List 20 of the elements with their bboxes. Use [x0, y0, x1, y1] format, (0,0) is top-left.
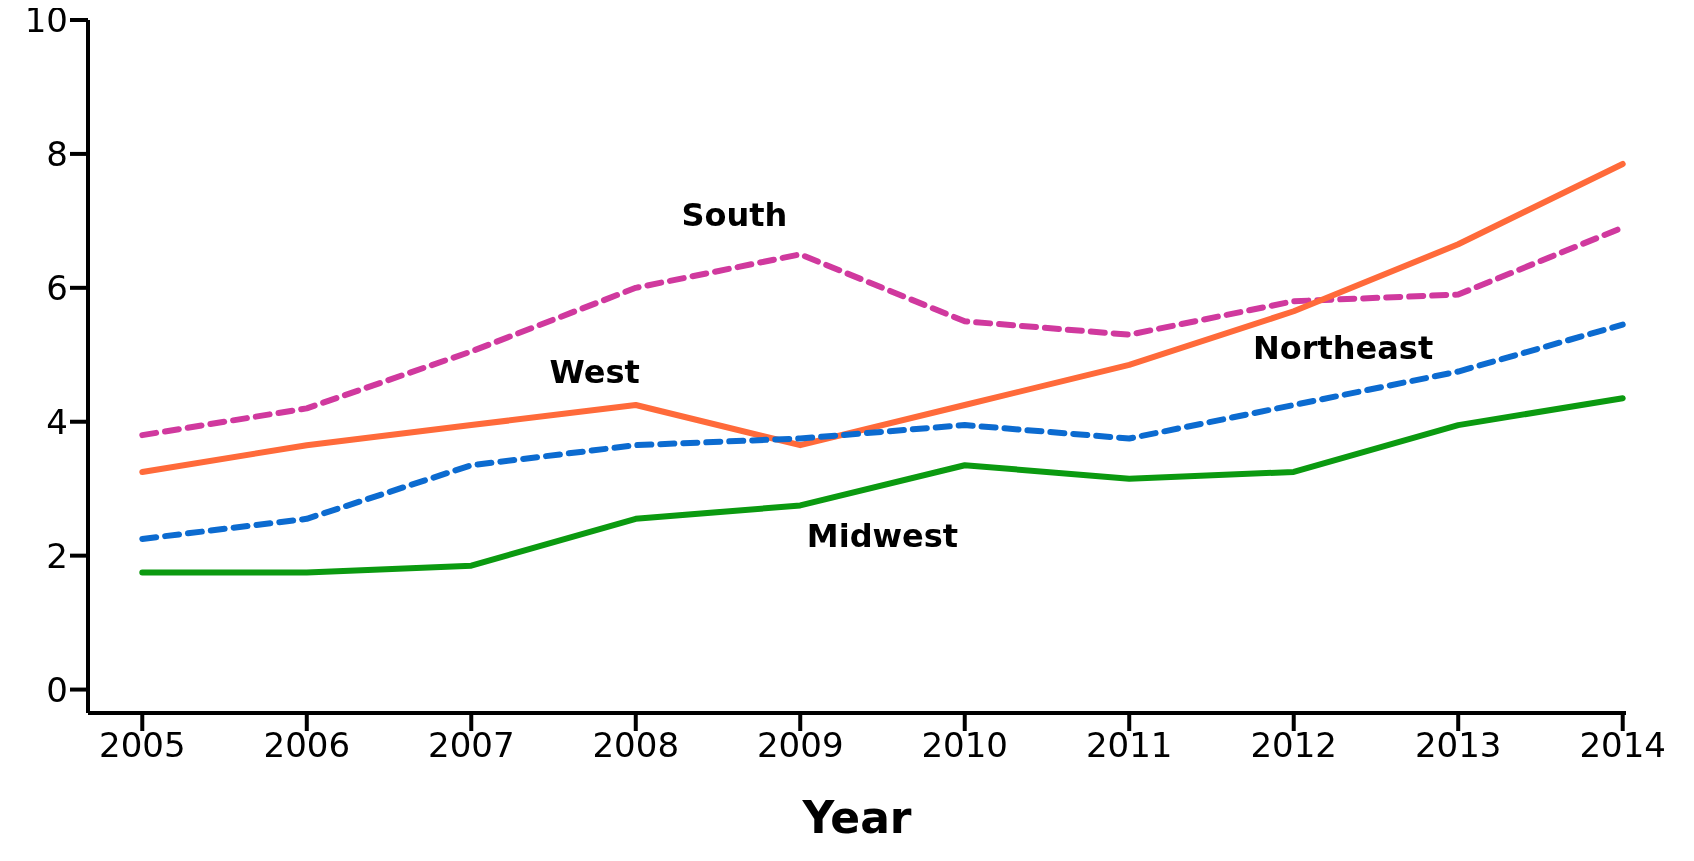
y-tick-label: 8 [46, 133, 68, 174]
x-tick-label: 2009 [756, 725, 844, 766]
x-tick-label: 2008 [592, 725, 680, 766]
x-tick-label: 2011 [1085, 725, 1173, 766]
x-tick-label: 2006 [263, 725, 351, 766]
y-tick-label: 2 [46, 535, 68, 576]
x-axis-title: Year [801, 792, 912, 843]
x-tick-label: 2005 [99, 725, 186, 766]
series-label: West [549, 352, 640, 391]
x-tick-label: 2007 [428, 725, 515, 766]
y-tick-label: 4 [46, 401, 68, 442]
series-label: Northeast [1252, 329, 1434, 368]
y-tick-label: 6 [46, 267, 68, 308]
series-label: Midwest [806, 516, 959, 555]
series-label: South [681, 195, 788, 234]
y-tick-label: 0 [46, 669, 68, 710]
x-tick-label: 2010 [921, 725, 1009, 766]
x-tick-label: 2012 [1250, 725, 1337, 766]
x-tick-label: 2014 [1579, 725, 1666, 766]
x-tick-label: 2013 [1414, 725, 1502, 766]
